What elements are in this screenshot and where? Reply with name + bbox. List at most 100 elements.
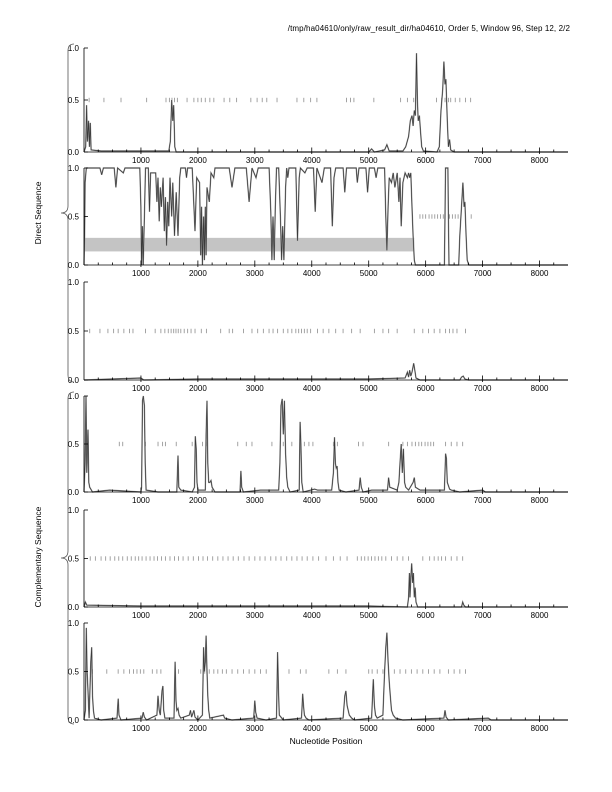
curve-shadow-direct-3 <box>83 363 568 381</box>
x-tick-label: 1000 <box>132 384 150 393</box>
x-tick-label: 2000 <box>189 269 207 278</box>
x-tick-label: 2000 <box>189 611 207 620</box>
probability-curve-complementary-3 <box>83 627 568 721</box>
page-title: /tmp/ha04610/only/raw_result_dir/ha04610… <box>287 24 570 33</box>
orf-marks-complementary-3 <box>92 669 466 674</box>
axes-direct-2 <box>83 167 568 267</box>
x-tick-label: 3000 <box>246 496 264 505</box>
x-tick-label: 1000 <box>132 611 150 620</box>
y-tick-label: 1.0 <box>68 506 80 515</box>
x-tick-label: 8000 <box>531 611 549 620</box>
panel-complementary-1: 0.0 0.5 1.0 1000 2000 3000 4000 5000 6000 7000 800… <box>68 392 568 505</box>
x-tick-label: 3000 <box>246 156 264 165</box>
y-tick-label: 0.5 <box>68 440 80 449</box>
y-tick-label: 0.0 <box>68 603 80 612</box>
x-tick-label: 8000 <box>531 496 549 505</box>
orf-marks-complementary-2 <box>89 556 464 561</box>
axes-complementary-2 <box>83 509 568 609</box>
probability-curve-direct-2 <box>83 167 568 266</box>
orf-marks-complementary-1 <box>118 441 464 447</box>
y-tick-label: 1.0 <box>68 44 80 53</box>
x-tick-label: 5000 <box>360 611 378 620</box>
x-tick-label: 2000 <box>189 156 207 165</box>
panel-complementary-2: 0.0 0.5 1.0 1000 2000 3000 4000 5000 6000 7000 800… <box>68 506 568 620</box>
x-tick-label: 3000 <box>246 611 264 620</box>
probability-curve-direct-3 <box>83 363 568 381</box>
x-tick-label: 6000 <box>417 156 435 165</box>
x-tick-label: 6000 <box>417 611 435 620</box>
x-tick-label: 1000 <box>132 724 150 733</box>
x-tick-label: 5000 <box>360 156 378 165</box>
axes-complementary-3 <box>83 622 568 722</box>
x-tick-label: 4000 <box>303 156 321 165</box>
x-tick-label: 6000 <box>417 269 435 278</box>
x-tick-label: 3000 <box>246 269 264 278</box>
complementary-sequence-brace <box>60 391 75 725</box>
x-tick-label: 1000 <box>132 496 150 505</box>
x-tick-label: 8000 <box>531 384 549 393</box>
orf-marks-direct-2 <box>419 214 472 219</box>
x-tick-label: 4000 <box>303 384 321 393</box>
x-tick-label: 4000 <box>303 611 321 620</box>
x-tick-label: 3000 <box>246 384 264 393</box>
y-tick-label: 0.5 <box>68 327 80 336</box>
x-tick-label: 7000 <box>474 269 492 278</box>
x-tick-label: 8000 <box>531 724 549 733</box>
y-tick-label: 1.0 <box>68 392 80 401</box>
panel-complementary-3: 0.0 0.5 1.0 1000 2000 3000 4000 5000 6000 7000 800… <box>68 619 568 733</box>
curve-shadow-complementary-3 <box>83 627 568 722</box>
y-tick-label: 0.0 <box>68 716 80 725</box>
x-tick-label: 6000 <box>417 496 435 505</box>
x-tick-label: 1000 <box>132 156 150 165</box>
y-tick-label: 0.5 <box>68 668 80 677</box>
curve-shadow-complementary-1 <box>83 395 568 493</box>
y-tick-label: 1.0 <box>68 278 80 287</box>
x-tick-label: 7000 <box>474 384 492 393</box>
axes-direct-3 <box>83 281 568 382</box>
x-tick-label: 4000 <box>303 496 321 505</box>
x-tick-label: 7000 <box>474 724 492 733</box>
x-tick-label: 2000 <box>189 384 207 393</box>
x-tick-label: 6000 <box>417 724 435 733</box>
y-tick-label: 0.5 <box>68 96 80 105</box>
threshold-band <box>84 237 415 252</box>
probability-curve-complementary-1 <box>83 395 568 493</box>
x-tick-label: 8000 <box>531 156 549 165</box>
x-tick-label: 7000 <box>474 496 492 505</box>
x-tick-label: 6000 <box>417 384 435 393</box>
y-tick-label: 0.0 <box>68 148 80 157</box>
y-tick-label: 1.0 <box>68 164 80 173</box>
x-tick-label: 5000 <box>360 384 378 393</box>
orf-marks-direct-3 <box>89 328 466 334</box>
x-axis-title: Nucleotide Position <box>289 736 363 746</box>
y-tick-label: 0.0 <box>68 376 80 385</box>
curve-shadow-direct-1 <box>83 53 568 153</box>
x-tick-label: 5000 <box>360 269 378 278</box>
x-tick-label: 8000 <box>531 269 549 278</box>
x-tick-label: 5000 <box>360 724 378 733</box>
panel-direct-1: 0.0 0.5 1.0 1000 2000 3000 4000 5000 6000 7000 800… <box>68 44 568 165</box>
y-tick-label: 0.0 <box>68 261 80 270</box>
axes-complementary-1 <box>83 395 568 494</box>
panel-direct-2: 0.0 0.5 1.0 1000 2000 3000 4000 5000 6000 7000 800… <box>68 164 568 278</box>
probability-curve-complementary-2 <box>83 563 568 608</box>
x-tick-label: 4000 <box>303 724 321 733</box>
y-tick-label: 0.5 <box>68 555 80 564</box>
x-tick-label: 2000 <box>189 724 207 733</box>
x-tick-label: 7000 <box>474 156 492 165</box>
x-tick-label: 1000 <box>132 269 150 278</box>
x-tick-label: 2000 <box>189 496 207 505</box>
y-tick-label: 1.0 <box>68 619 80 628</box>
curve-shadow-complementary-2 <box>83 563 568 608</box>
orf-marks-direct-1 <box>88 97 472 103</box>
x-tick-label: 7000 <box>474 611 492 620</box>
probability-curve-direct-1 <box>83 53 568 153</box>
y-tick-label: 0.0 <box>68 488 80 497</box>
x-tick-label: 4000 <box>303 269 321 278</box>
direct-sequence-brace <box>60 43 75 383</box>
panel-direct-3: 0.0 0.5 1.0 1000 2000 3000 4000 5000 6000 7000 800… <box>68 278 568 393</box>
x-tick-label: 3000 <box>246 724 264 733</box>
axes-direct-1 <box>83 47 568 154</box>
